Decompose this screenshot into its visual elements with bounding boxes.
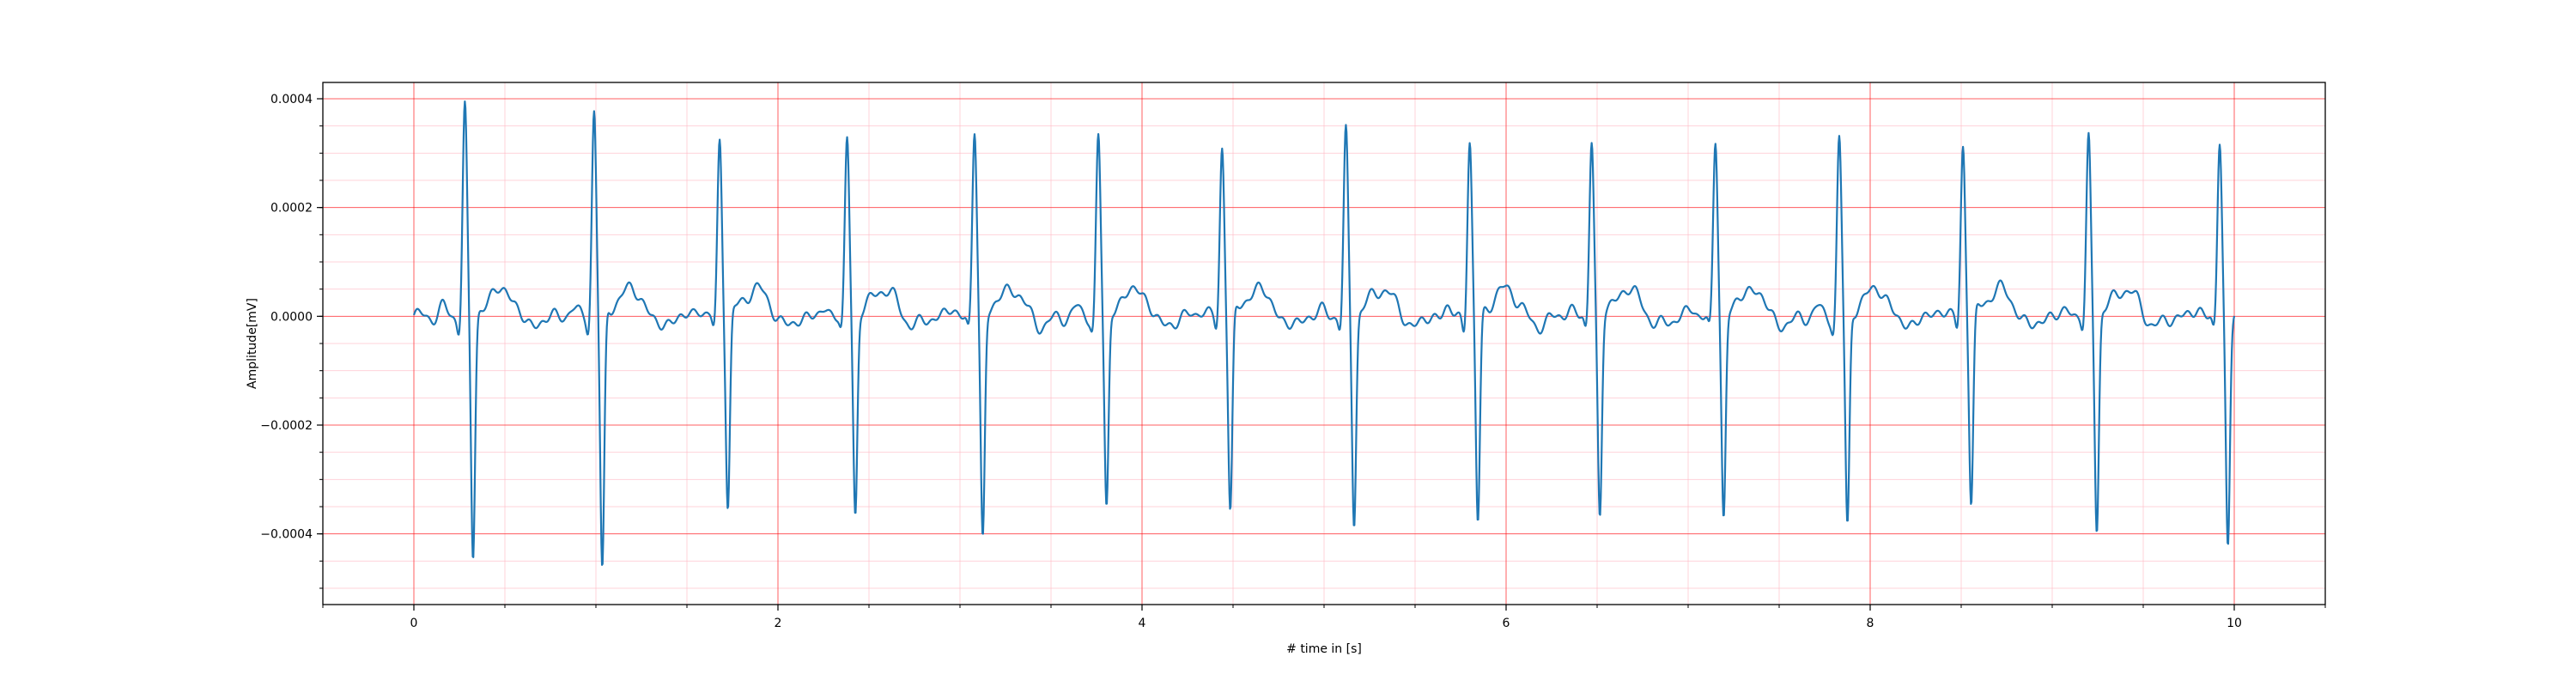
y-tick-label: 0.0002 <box>270 202 313 216</box>
tick-labels: 0 2 4 6 8 10 0.0004 0.0002 0.0000 −0.0002 −0.0004 <box>260 93 2242 630</box>
x-tick-label: 2 <box>775 617 782 630</box>
y-tick-label: −0.0004 <box>260 528 313 542</box>
x-tick-label: 10 <box>2227 617 2242 630</box>
major-grid <box>323 82 2325 605</box>
x-tick-label: 4 <box>1139 617 1146 630</box>
x-tick-label: 0 <box>410 617 418 630</box>
x-axis-label: # time in [s] <box>1286 642 1362 656</box>
tick-marks <box>317 98 2326 611</box>
ecg-series-line <box>412 100 2236 566</box>
y-axis-label: Amplitude[mV] <box>246 298 259 389</box>
y-tick-label: 0.0000 <box>270 310 313 324</box>
y-tick-label: −0.0002 <box>260 419 313 433</box>
x-tick-label: 6 <box>1503 617 1510 630</box>
series-layer <box>412 100 2236 566</box>
y-tick-label: 0.0004 <box>270 93 313 106</box>
x-tick-label: 8 <box>1867 617 1874 630</box>
